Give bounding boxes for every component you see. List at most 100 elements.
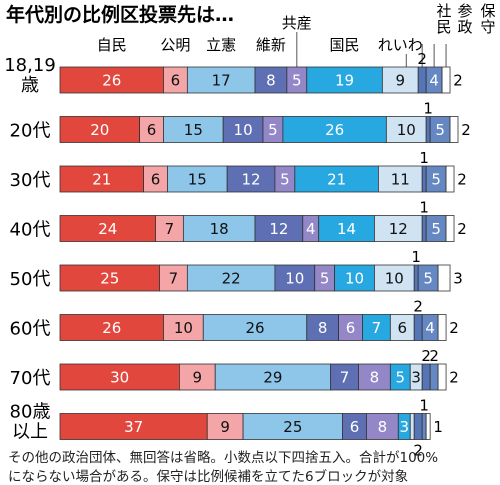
data-label: 3	[399, 418, 409, 436]
age-label: 60代	[10, 319, 51, 340]
bar-segment	[59, 116, 140, 143]
data-label: 18	[210, 220, 229, 238]
data-label: 10	[285, 270, 304, 288]
bar-segment	[59, 165, 144, 193]
bar-segment	[374, 264, 415, 292]
legend-1: 公明	[160, 36, 190, 54]
bar-segment	[242, 413, 343, 440]
data-label: 1	[423, 100, 433, 118]
data-label: 26	[102, 319, 121, 337]
data-label: 10	[345, 270, 364, 288]
data-label: 11	[391, 171, 410, 189]
data-label: 26	[245, 319, 264, 337]
legend-8-char: 政	[457, 18, 472, 36]
bar-segment	[366, 413, 399, 440]
data-label: 4	[306, 220, 316, 238]
bar-segment	[421, 413, 427, 440]
data-label: 2	[449, 319, 459, 337]
data-label: 37	[124, 418, 143, 436]
data-label: 1	[419, 199, 429, 217]
bar-segment	[206, 413, 244, 440]
legend-9-char: 保	[480, 2, 495, 20]
data-label: 30	[110, 369, 129, 387]
bar-segment	[445, 215, 455, 242]
chart-title: 年代別の比例区投票先は…	[6, 3, 234, 26]
legend-7-char: 社	[436, 2, 451, 20]
bar-segment	[429, 363, 439, 391]
age-label: 20代	[10, 121, 51, 142]
bar-segment	[226, 165, 276, 193]
age-label: 以上	[12, 422, 48, 443]
data-label: 5	[423, 270, 433, 288]
age-label: 歳	[21, 75, 39, 96]
data-label: 2	[457, 220, 467, 238]
bar-segment	[306, 314, 340, 341]
data-label: 7	[372, 319, 382, 337]
bar-segment	[445, 165, 455, 193]
bar-segment	[449, 116, 459, 143]
data-label: 5	[431, 220, 441, 238]
bar-segment	[441, 66, 451, 94]
bar-segment	[254, 215, 304, 242]
bar-segment	[294, 165, 379, 193]
bar-segment	[59, 363, 180, 391]
data-label: 4	[425, 319, 435, 337]
bar-segment	[59, 413, 208, 440]
data-label: 5	[280, 171, 290, 189]
footnote-line-2: にならない場合がある。保守は比例候補を立てた6ブロックが対象	[8, 469, 409, 485]
age-label: 70代	[10, 368, 51, 389]
bar-segment	[413, 314, 423, 341]
data-label: 2	[417, 50, 427, 68]
data-label: 12	[241, 171, 260, 189]
bar-segment	[385, 116, 427, 143]
data-label: 25	[283, 418, 302, 436]
data-label: 2	[461, 121, 471, 139]
data-label: 2	[453, 72, 463, 90]
legend-7-char: 民	[436, 18, 451, 36]
bar-segment	[274, 264, 316, 292]
bar-segment	[413, 264, 419, 292]
bar-segment	[381, 66, 419, 94]
age-label: 50代	[10, 269, 51, 290]
data-label: 2	[413, 442, 423, 460]
data-label: 2	[421, 347, 431, 365]
bar-segment	[421, 165, 427, 193]
data-label: 8	[266, 72, 276, 90]
data-label: 9	[193, 369, 203, 387]
data-label: 2	[429, 347, 439, 365]
bar-segment	[374, 215, 423, 242]
data-label: 6	[346, 319, 356, 337]
bar-segment	[155, 215, 184, 242]
bar-segment	[222, 116, 264, 143]
bar-segment	[425, 116, 431, 143]
data-label: 1	[433, 418, 443, 436]
bar-segment	[167, 165, 228, 193]
bar-segment	[59, 215, 156, 242]
data-label: 10	[174, 319, 193, 337]
data-label: 21	[92, 171, 111, 189]
data-label: 2	[413, 298, 423, 316]
data-label: 22	[222, 270, 241, 288]
data-label: 17	[212, 72, 231, 90]
bar-segment	[334, 264, 375, 292]
bar-segment	[437, 264, 451, 292]
bar-segment	[202, 314, 308, 341]
legend-9-char: 守	[480, 18, 495, 36]
legend-2: 立憲	[206, 36, 236, 54]
data-label: 9	[396, 72, 406, 90]
bar-segment	[437, 363, 447, 391]
data-label: 29	[263, 369, 282, 387]
data-label: 10	[385, 270, 404, 288]
data-label: 5	[268, 121, 278, 139]
data-label: 26	[102, 72, 121, 90]
age-label: 30代	[10, 170, 51, 191]
data-label: 6	[151, 171, 161, 189]
data-label: 14	[337, 220, 356, 238]
data-label: 5	[292, 72, 302, 90]
age-label: 80歳	[10, 402, 51, 423]
data-label: 26	[325, 121, 344, 139]
data-label: 1	[419, 397, 429, 415]
data-label: 20	[90, 121, 109, 139]
